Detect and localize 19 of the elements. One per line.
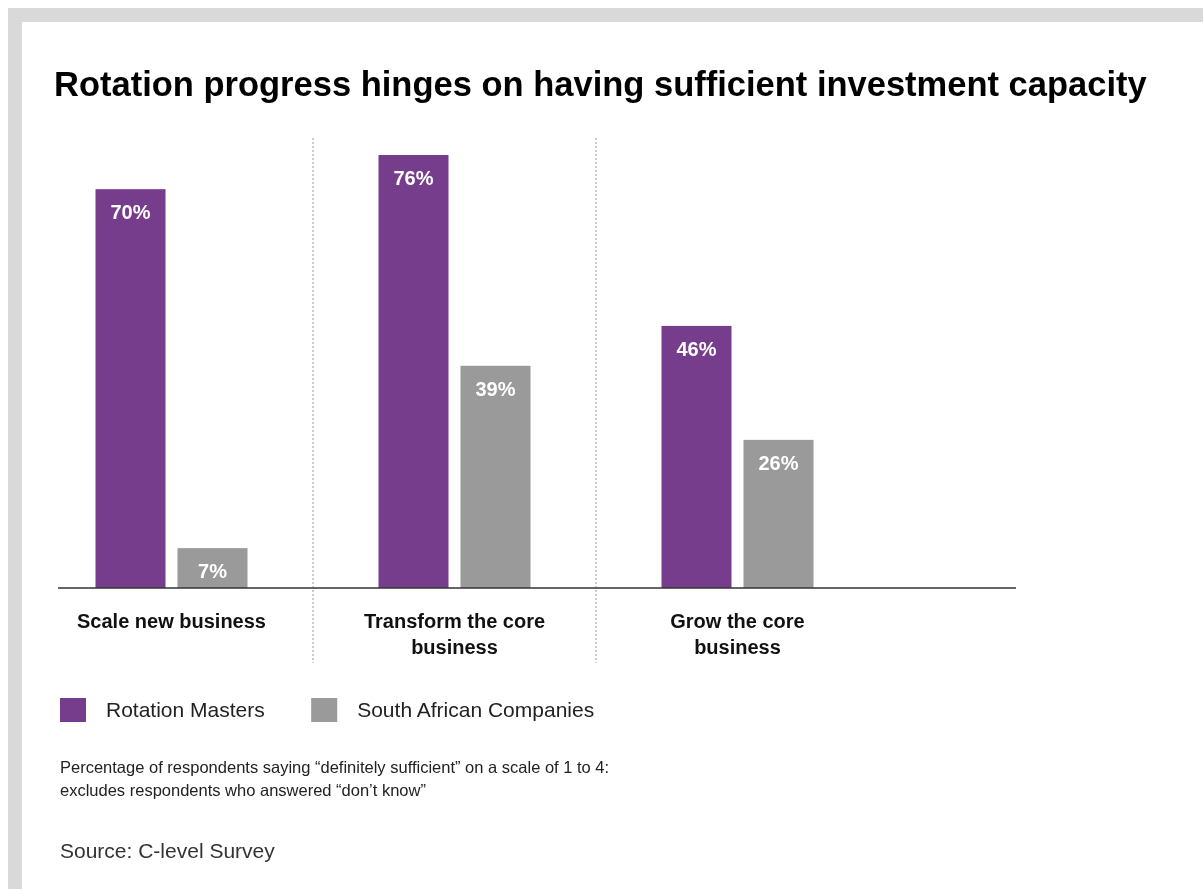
bar bbox=[460, 365, 531, 588]
data-label: 7% bbox=[198, 560, 228, 583]
data-label: 46% bbox=[676, 337, 717, 360]
x-tick-label: Scale new business bbox=[77, 610, 266, 632]
legend-label: Rotation Masters bbox=[106, 698, 265, 721]
bar bbox=[661, 325, 732, 588]
text: Percentage of respondents saying “definitely sufficient” on a scale of 1 to 4: excludes respondents who answered “don’t know” bbox=[60, 758, 610, 799]
x-tick-label: Grow the core business bbox=[670, 610, 805, 658]
x-tick-label: Transform the core business bbox=[363, 610, 546, 658]
data-label: 39% bbox=[475, 377, 516, 400]
bar bbox=[378, 155, 449, 588]
source-note: Source: C-level Survey bbox=[60, 839, 276, 862]
data-label: 76% bbox=[393, 167, 434, 189]
bar bbox=[95, 189, 166, 588]
data-label: 26% bbox=[758, 451, 799, 474]
bar bbox=[743, 439, 814, 588]
legend-label: South African Companies bbox=[357, 698, 595, 721]
chart-title: Rotation progress hinges on having sufficient investment capacity bbox=[54, 65, 1147, 103]
data-label: 70% bbox=[110, 201, 151, 224]
